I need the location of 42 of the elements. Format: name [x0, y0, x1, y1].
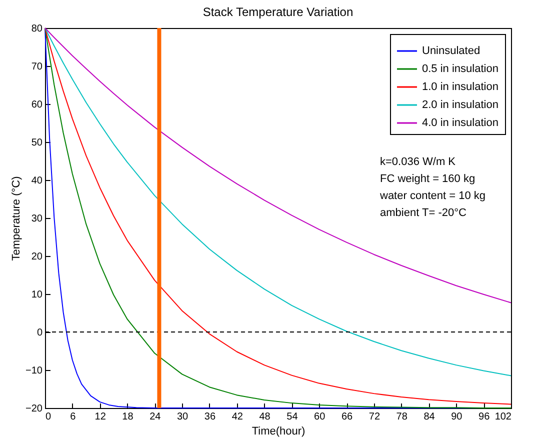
x-tick-label: 42	[232, 412, 244, 422]
y-tick-label: 0	[36, 328, 43, 338]
y-tick-label: −20	[26, 404, 43, 414]
x-tick-label: 90	[451, 412, 463, 422]
x-tick-label: 66	[341, 412, 354, 422]
x-tick-label: 96	[478, 412, 490, 422]
x-tick-label: 30	[176, 412, 189, 422]
chart-title: Stack Temperature Variation	[202, 5, 354, 19]
x-tick-label: 24	[150, 412, 162, 422]
annotation: k=0.036 W/m K	[380, 156, 456, 168]
x-tick-label: 0	[46, 412, 52, 422]
legend-label: 1.0 in insulation	[422, 81, 498, 93]
x-tick-label: 54	[286, 412, 298, 422]
x-axis-title: Time(hour)	[252, 426, 306, 438]
x-tick-label: 6	[70, 412, 76, 422]
annotation: ambient T= -20°C	[380, 207, 466, 219]
x-tick-label: 36	[204, 412, 216, 422]
x-tick-label: 78	[396, 412, 408, 422]
y-tick-label: 40	[31, 176, 43, 186]
y-tick-label: 60	[31, 100, 43, 110]
line-series	[44, 28, 512, 304]
y-axis-title: Temperature (°C)	[10, 176, 23, 261]
x-tick-label: 102	[494, 412, 512, 422]
annotation: FC weight = 160 kg	[380, 173, 476, 185]
legend-label: 0.5 in insulation	[422, 63, 498, 75]
y-tick-label: 80	[31, 24, 43, 34]
legend-label: 2.0 in insulation	[422, 99, 498, 111]
y-tick-label: 70	[31, 62, 43, 72]
y-tick-label: −10	[26, 366, 43, 376]
legend-label: 4.0 in insulation	[422, 117, 498, 129]
x-tick-label: 72	[368, 412, 380, 422]
x-tick-label: 48	[259, 412, 271, 422]
legend-label: Uninsulated	[422, 45, 480, 57]
x-tick-label: 60	[314, 412, 326, 422]
x-tick-label: 12	[94, 412, 106, 422]
y-tick-label: 10	[31, 290, 43, 300]
x-tick-label: 84	[424, 412, 436, 422]
y-tick-label: 20	[31, 252, 43, 262]
y-tick-label: 50	[31, 138, 43, 148]
annotation: water content = 10 kg	[379, 190, 486, 202]
y-tick-label: 30	[31, 214, 43, 224]
x-tick-label: 18	[122, 412, 134, 422]
